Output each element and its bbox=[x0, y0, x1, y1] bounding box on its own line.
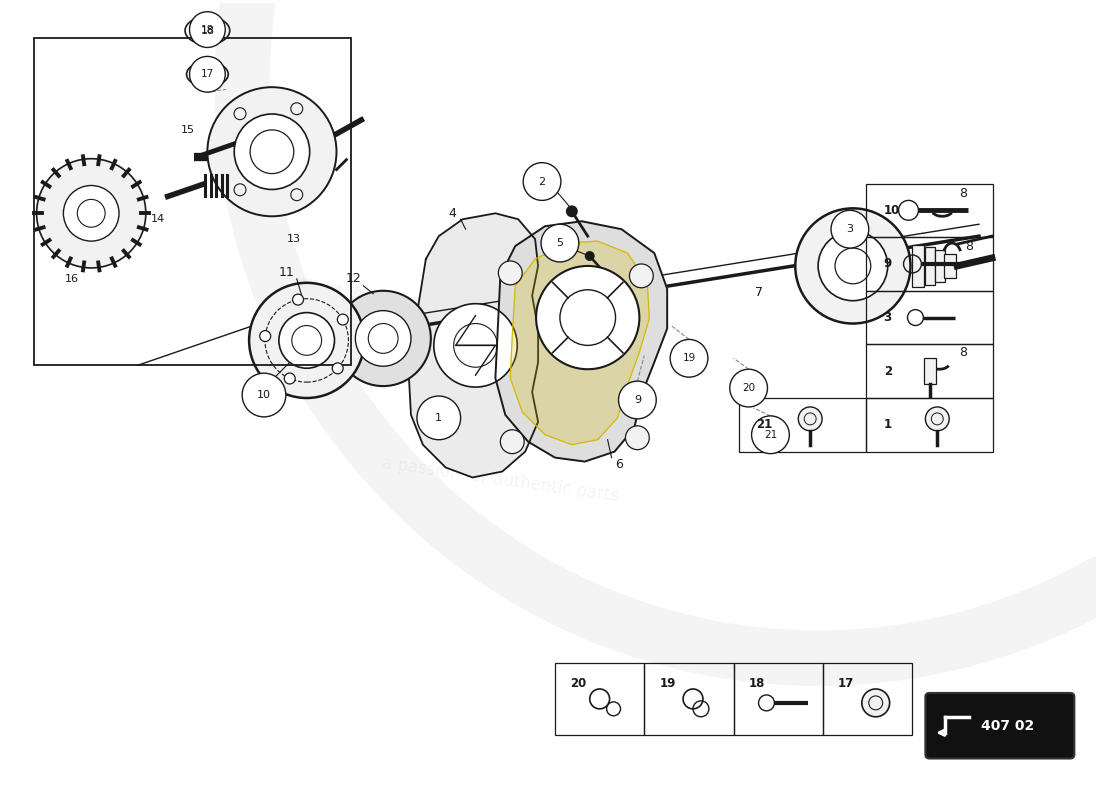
Circle shape bbox=[417, 396, 461, 440]
Text: 20: 20 bbox=[570, 677, 586, 690]
Bar bbox=[866, 237, 993, 290]
Circle shape bbox=[36, 158, 146, 268]
Circle shape bbox=[293, 294, 304, 305]
Text: 17: 17 bbox=[201, 70, 214, 79]
Text: 13: 13 bbox=[287, 234, 300, 244]
Text: 4: 4 bbox=[449, 207, 456, 220]
Circle shape bbox=[498, 261, 522, 285]
Text: 19: 19 bbox=[682, 354, 695, 363]
Bar bbox=[739, 398, 866, 452]
Circle shape bbox=[536, 266, 639, 370]
Circle shape bbox=[830, 210, 869, 248]
Circle shape bbox=[189, 57, 226, 92]
Text: 1: 1 bbox=[883, 418, 892, 431]
Circle shape bbox=[799, 407, 822, 430]
Circle shape bbox=[242, 373, 286, 417]
Text: europares: europares bbox=[282, 263, 620, 378]
Circle shape bbox=[565, 206, 578, 218]
Text: 21: 21 bbox=[763, 430, 777, 440]
Circle shape bbox=[795, 208, 911, 323]
Bar bbox=[645, 663, 734, 734]
Text: 6: 6 bbox=[616, 458, 624, 471]
Text: 8: 8 bbox=[959, 187, 967, 200]
Text: 7: 7 bbox=[755, 286, 762, 299]
Circle shape bbox=[260, 330, 271, 342]
Polygon shape bbox=[495, 222, 668, 462]
Polygon shape bbox=[510, 241, 649, 445]
Text: 12: 12 bbox=[345, 272, 361, 286]
Bar bbox=[913, 245, 924, 286]
Text: 15: 15 bbox=[180, 125, 195, 135]
Text: 18: 18 bbox=[201, 25, 214, 34]
Text: 16: 16 bbox=[64, 274, 78, 284]
Circle shape bbox=[618, 381, 657, 419]
Text: 10: 10 bbox=[257, 390, 271, 400]
Circle shape bbox=[629, 264, 653, 288]
Text: a passion for authentic parts: a passion for authentic parts bbox=[381, 454, 619, 505]
Circle shape bbox=[234, 114, 310, 190]
Text: 18: 18 bbox=[200, 26, 214, 35]
Circle shape bbox=[189, 12, 226, 47]
Circle shape bbox=[208, 87, 337, 216]
Text: 8: 8 bbox=[959, 346, 967, 359]
Circle shape bbox=[284, 373, 295, 384]
Circle shape bbox=[585, 251, 595, 261]
Bar bbox=[925, 247, 935, 285]
Circle shape bbox=[626, 426, 649, 450]
Circle shape bbox=[249, 283, 364, 398]
Circle shape bbox=[355, 310, 411, 366]
Text: 11: 11 bbox=[279, 266, 295, 279]
Bar bbox=[556, 663, 645, 734]
Bar bbox=[823, 663, 913, 734]
Bar bbox=[935, 250, 945, 282]
Text: 8: 8 bbox=[965, 239, 974, 253]
Text: 17: 17 bbox=[838, 677, 855, 690]
Bar bbox=[866, 398, 993, 452]
Text: 3: 3 bbox=[883, 311, 892, 324]
Bar bbox=[866, 344, 993, 398]
Text: 9: 9 bbox=[883, 258, 892, 270]
Text: 9: 9 bbox=[634, 395, 641, 405]
Bar bbox=[924, 358, 936, 384]
Text: 5: 5 bbox=[557, 238, 563, 248]
Circle shape bbox=[524, 162, 561, 200]
Bar bbox=[734, 663, 823, 734]
Circle shape bbox=[729, 370, 768, 407]
Text: 18: 18 bbox=[749, 677, 764, 690]
Circle shape bbox=[500, 430, 525, 454]
Circle shape bbox=[861, 689, 890, 717]
Bar bbox=[34, 38, 351, 366]
Circle shape bbox=[541, 224, 579, 262]
Text: 14: 14 bbox=[151, 214, 165, 224]
Text: 3: 3 bbox=[846, 224, 854, 234]
Polygon shape bbox=[409, 214, 538, 478]
Text: 20: 20 bbox=[742, 383, 756, 393]
Text: 19: 19 bbox=[659, 677, 675, 690]
Text: 1: 1 bbox=[436, 413, 442, 423]
Bar bbox=[866, 290, 993, 344]
FancyBboxPatch shape bbox=[925, 693, 1075, 758]
Text: 2: 2 bbox=[539, 177, 546, 186]
Circle shape bbox=[818, 231, 888, 301]
Bar bbox=[866, 183, 993, 237]
Text: 407 02: 407 02 bbox=[981, 718, 1034, 733]
Circle shape bbox=[336, 290, 431, 386]
Circle shape bbox=[925, 407, 949, 430]
Circle shape bbox=[64, 186, 119, 241]
Bar bbox=[944, 254, 956, 278]
Circle shape bbox=[433, 304, 517, 387]
Text: 10: 10 bbox=[883, 204, 900, 217]
Text: 2: 2 bbox=[883, 365, 892, 378]
Circle shape bbox=[279, 313, 334, 368]
Circle shape bbox=[751, 416, 790, 454]
Circle shape bbox=[670, 339, 708, 377]
Text: 21: 21 bbox=[757, 418, 773, 431]
Circle shape bbox=[332, 363, 343, 374]
Circle shape bbox=[338, 314, 349, 325]
